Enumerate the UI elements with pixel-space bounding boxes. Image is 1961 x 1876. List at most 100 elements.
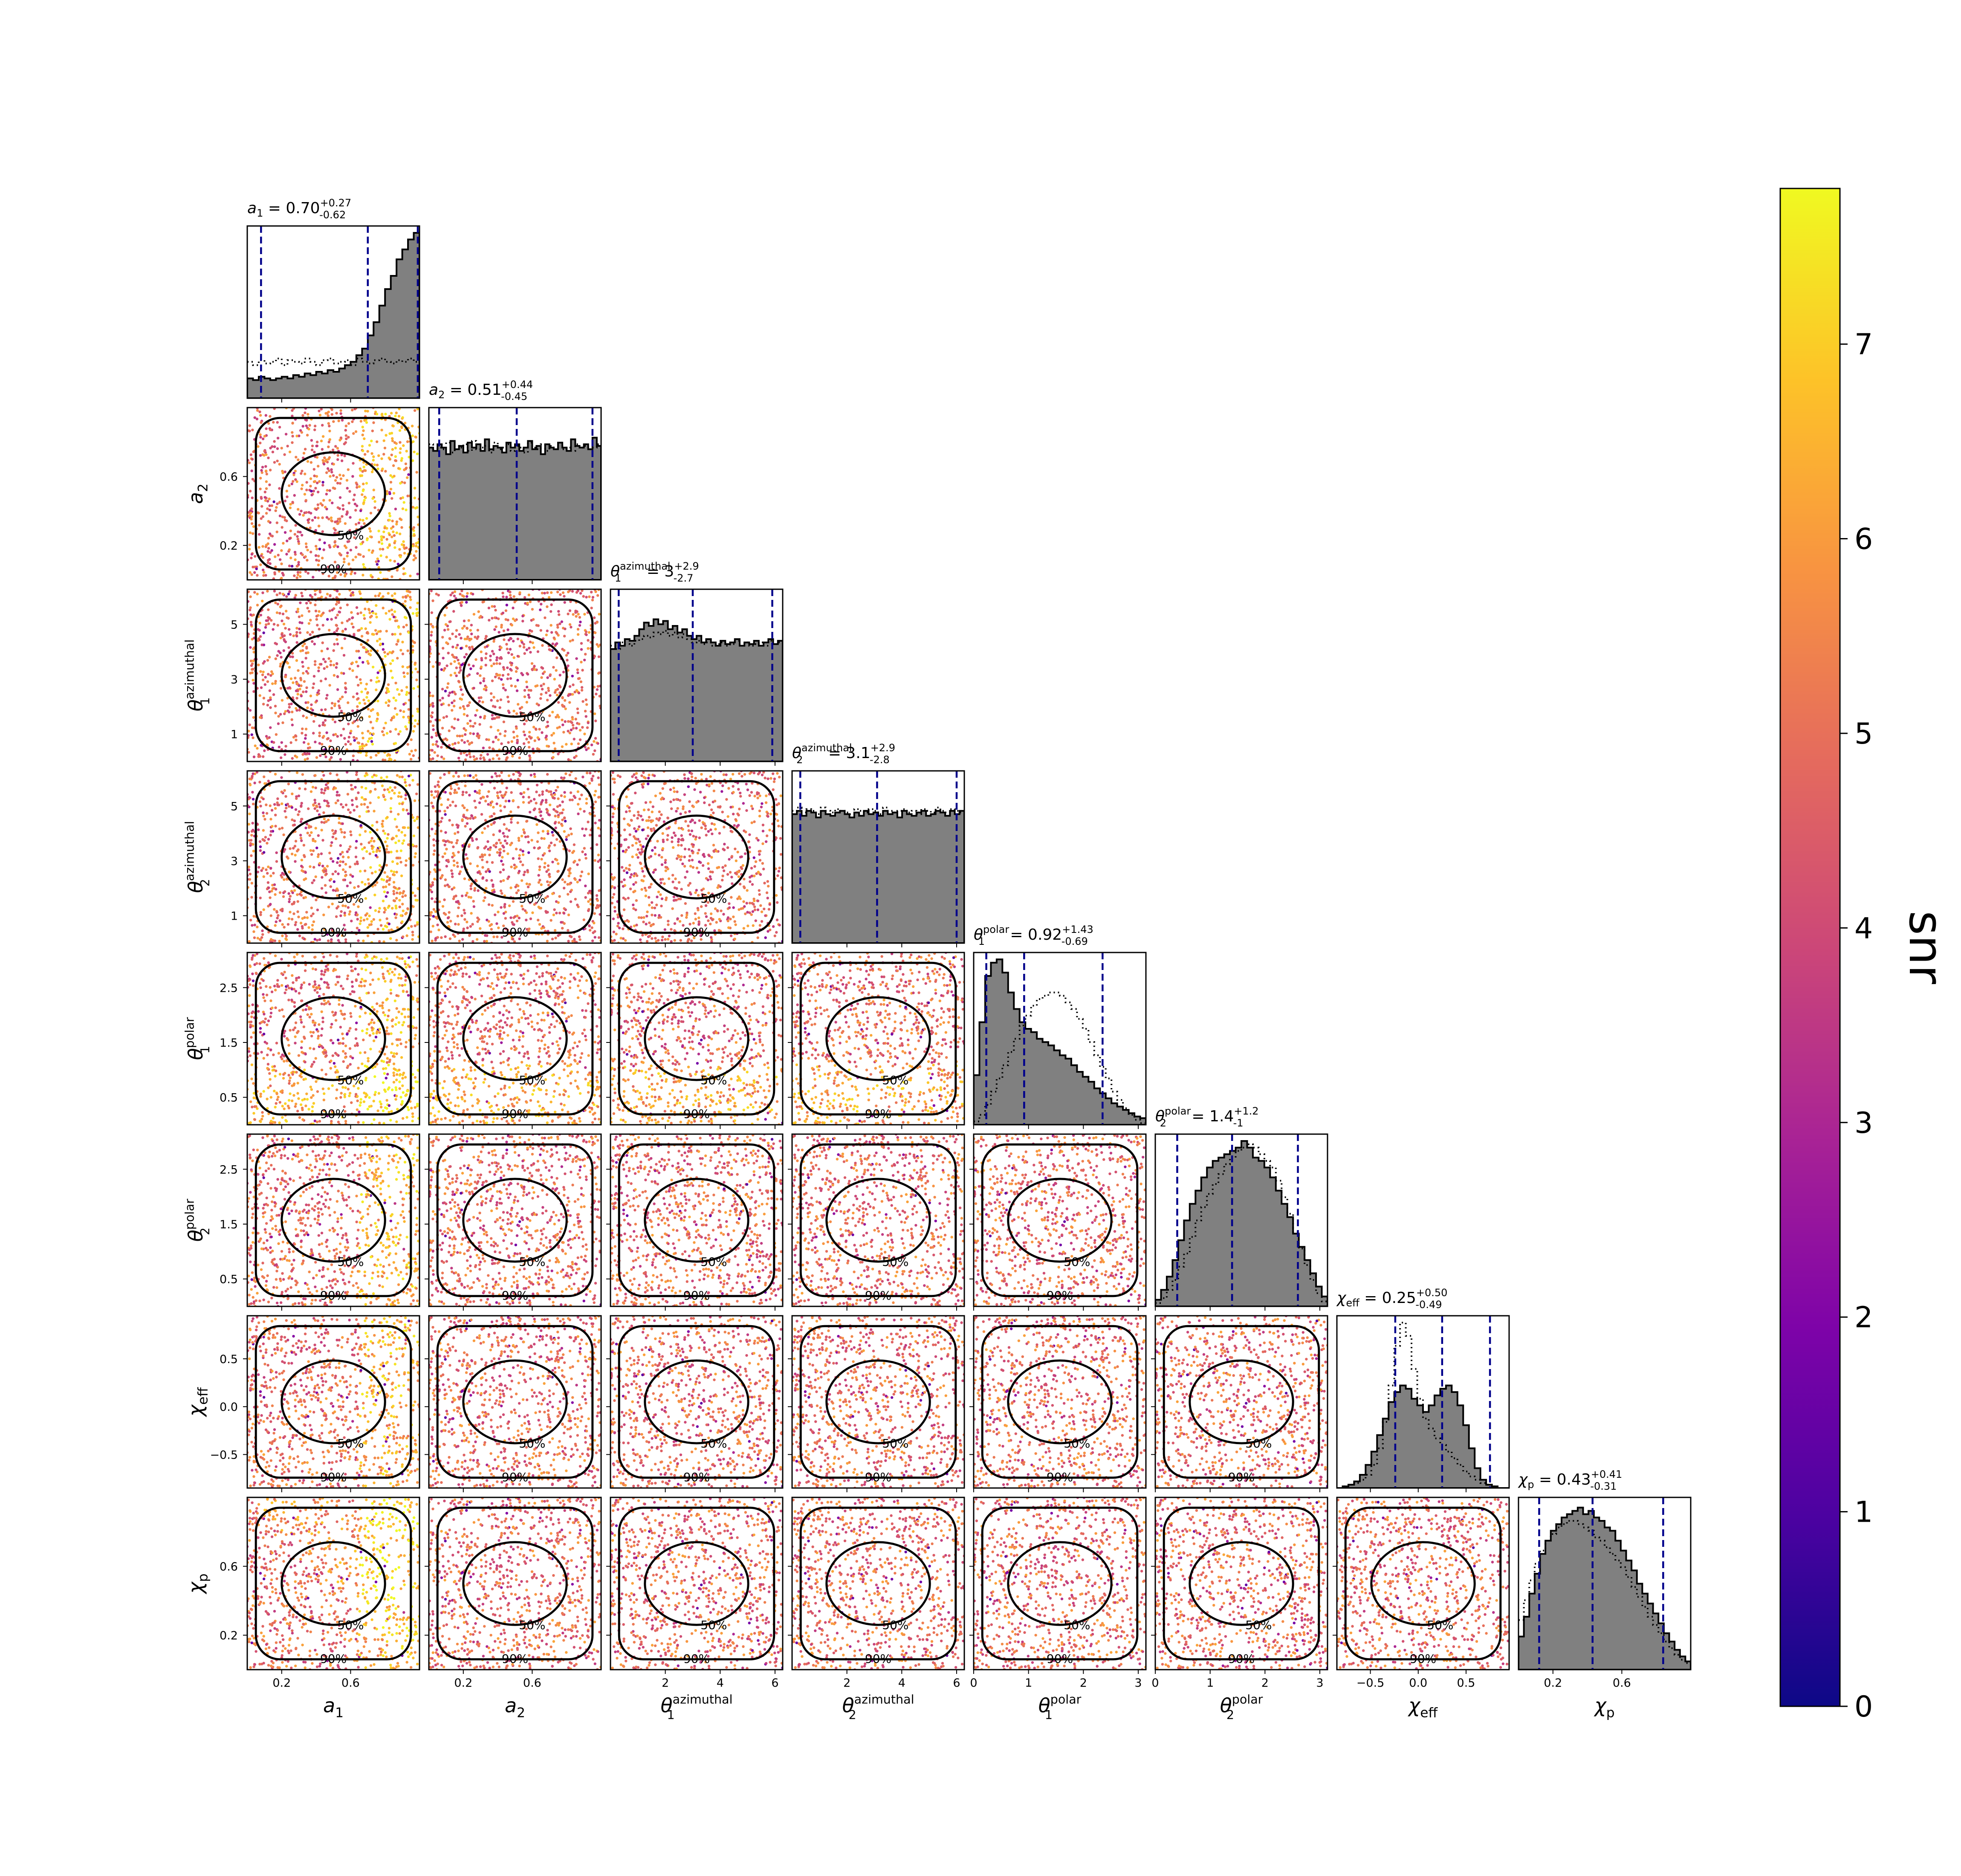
sample-point [500, 771, 503, 774]
sample-point [385, 848, 388, 851]
sample-point [757, 839, 760, 842]
sample-point [416, 817, 419, 820]
sample-point [435, 740, 438, 743]
sample-point [387, 683, 390, 686]
sample-point [670, 940, 673, 943]
sample-point [271, 883, 274, 887]
sample-point [450, 787, 453, 790]
sample-point [288, 666, 291, 669]
sample-point [497, 839, 501, 842]
sample-point [506, 929, 509, 932]
sample-point [610, 821, 614, 824]
sample-point [474, 722, 477, 725]
sample-point [356, 665, 359, 668]
sample-point [464, 729, 467, 732]
sample-point [379, 571, 382, 574]
sample-point [500, 860, 503, 863]
sample-point [436, 917, 439, 920]
sample-point [567, 893, 570, 896]
sample-point [249, 595, 252, 598]
sample-point [312, 489, 315, 492]
sample-point [268, 617, 271, 620]
sample-point [281, 923, 284, 926]
sample-point [527, 693, 530, 697]
sample-point [445, 738, 448, 741]
sample-point [598, 819, 601, 822]
sample-point [545, 789, 548, 792]
sample-point [294, 478, 297, 481]
sample-point [429, 652, 432, 655]
sample-point [596, 685, 599, 688]
sample-point [509, 668, 512, 671]
sample-point [571, 718, 574, 721]
scatter-points [610, 771, 783, 943]
y-axis-label-theta1_az-sup: azimuthal [182, 639, 197, 699]
sample-point [381, 643, 385, 646]
sample-point [375, 774, 378, 777]
sample-point [588, 929, 592, 932]
sample-point [389, 807, 392, 810]
sample-point [564, 819, 567, 823]
sample-point [316, 503, 320, 506]
sample-point [518, 645, 521, 648]
sample-point [255, 567, 258, 570]
sample-point [305, 911, 308, 914]
sample-point [540, 927, 543, 930]
sample-point [401, 507, 405, 510]
sample-point [447, 682, 450, 685]
sample-point [256, 937, 259, 940]
sample-point [259, 436, 262, 439]
sample-point [506, 756, 509, 759]
sample-point [663, 882, 666, 885]
title-symbol: θ [610, 563, 620, 580]
sample-point [587, 721, 590, 724]
sample-point [466, 926, 469, 929]
panel-theta2_az-a2: 90%50% [425, 770, 602, 947]
sample-point [262, 814, 265, 818]
sample-point [266, 550, 269, 553]
sample-point [643, 886, 647, 890]
sample-point [400, 689, 403, 692]
sample-point [314, 827, 317, 830]
sample-point [573, 938, 576, 941]
sample-point [617, 922, 620, 925]
sample-point [769, 813, 772, 816]
sample-point [296, 573, 300, 576]
sample-point [687, 777, 690, 780]
sample-point [360, 803, 363, 806]
sample-point [498, 648, 501, 651]
sample-point [657, 890, 660, 894]
sample-point [339, 573, 342, 576]
sample-point [416, 573, 419, 576]
sample-point [380, 542, 384, 545]
sample-point [400, 459, 403, 462]
sample-point [355, 737, 358, 740]
sample-point [268, 497, 271, 501]
sample-point [509, 843, 512, 846]
sample-point [379, 630, 382, 633]
sample-point [293, 533, 297, 536]
sample-point [331, 501, 334, 504]
sample-point [295, 707, 298, 710]
sample-point [697, 894, 700, 897]
sample-point [259, 477, 262, 480]
sample-point [318, 480, 321, 483]
sample-point [343, 924, 346, 926]
sample-point [355, 606, 359, 609]
sample-point [329, 885, 333, 888]
sample-point [262, 703, 265, 706]
sample-point [584, 857, 587, 860]
panel-frame [428, 407, 602, 581]
contour-50 [462, 814, 568, 900]
sample-point [635, 853, 638, 856]
sample-point [376, 463, 379, 466]
sample-point [590, 926, 593, 929]
sample-point [336, 793, 338, 797]
sample-point [521, 712, 524, 715]
sample-point [706, 784, 709, 787]
sample-point [594, 590, 597, 593]
sample-point [261, 466, 264, 469]
sample-point [365, 683, 368, 686]
sample-point [315, 699, 318, 703]
sample-point [491, 605, 494, 608]
